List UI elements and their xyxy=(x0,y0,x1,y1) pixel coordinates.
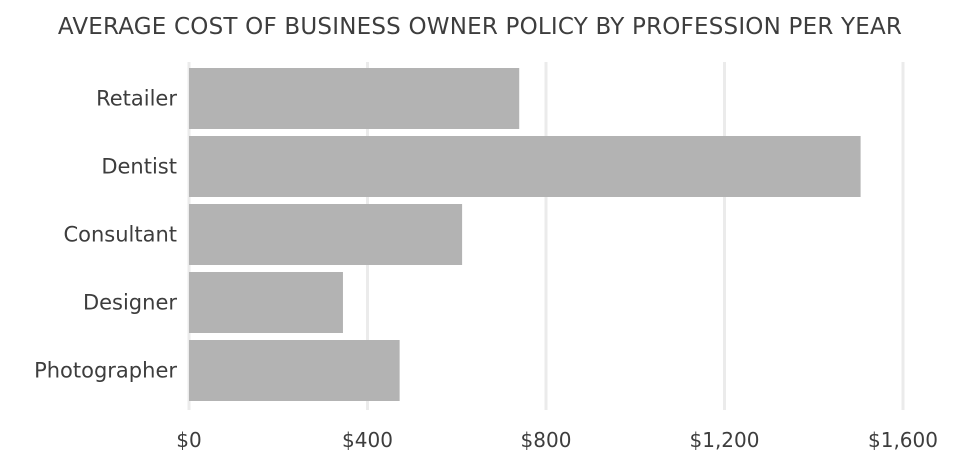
category-label-consultant: Consultant xyxy=(63,223,177,247)
bar-dentist xyxy=(189,136,861,197)
x-tick-label-0: $0 xyxy=(176,428,201,452)
x-tick-label-1-200: $1,200 xyxy=(690,428,760,452)
category-labels: Retailer Dentist Consultant Designer Photogr… xyxy=(34,87,177,383)
bar-photographer xyxy=(189,340,400,401)
category-label-retailer: Retailer xyxy=(96,87,177,111)
x-axis-tick-labels: $0 $400 $800 $1,200 $1,600 xyxy=(176,428,938,452)
x-tick-label-400: $400 xyxy=(342,428,393,452)
category-label-dentist: Dentist xyxy=(101,155,177,179)
bar-consultant xyxy=(189,204,463,265)
bar-retailer xyxy=(189,68,520,129)
bars xyxy=(189,68,861,401)
x-tick-label-800: $800 xyxy=(521,428,572,452)
bar-designer xyxy=(189,272,343,333)
x-tick-label-1-600: $1,600 xyxy=(868,428,938,452)
category-label-photographer: Photographer xyxy=(34,359,177,383)
chart-title: AVERAGE COST OF BUSINESS OWNER POLICY BY… xyxy=(57,14,903,40)
category-label-designer: Designer xyxy=(83,291,177,315)
